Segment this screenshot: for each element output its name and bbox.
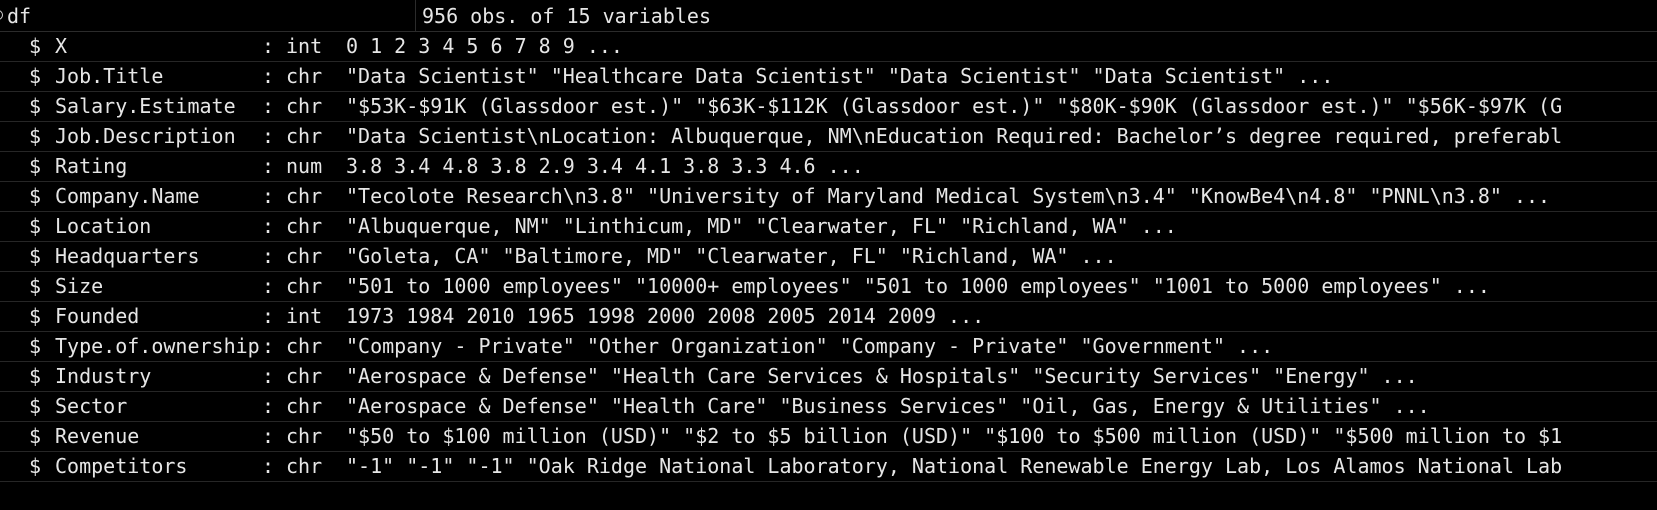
variable-name: Type.of.ownership [55, 334, 260, 358]
variable-row[interactable]: $ Size: chr "501 to 1000 employees" "10000+… [0, 272, 1657, 302]
variable-separator: : [262, 124, 275, 148]
variable-row[interactable]: $ Revenue: chr "$50 to $100 million (USD)" … [0, 422, 1657, 452]
variable-values: "Aerospace & Defense" "Health Care" "Bus… [346, 394, 1430, 418]
variable-row[interactable]: $ Industry: chr "Aerospace & Defense" "Heal… [0, 362, 1657, 392]
variable-name: Job.Description [55, 124, 236, 148]
variable-separator: : [262, 394, 275, 418]
variable-type: chr [286, 64, 323, 88]
variable-type: chr [286, 394, 323, 418]
variable-type: chr [286, 274, 323, 298]
variable-prefix: $ [29, 394, 42, 418]
collapse-toggle-icon[interactable] [0, 10, 3, 20]
variable-values: 1973 1984 2010 1965 1998 2000 2008 2005 … [346, 304, 985, 328]
variable-values: "Tecolote Research\n3.8" "University of … [346, 184, 1551, 208]
variable-values: "$53K-$91K (Glassdoor est.)" "$63K-$112K… [346, 94, 1563, 118]
variable-row[interactable]: $ Job.Description: chr "Data Scientist\nLoc… [0, 122, 1657, 152]
variable-prefix: $ [29, 184, 42, 208]
variable-values: "Aerospace & Defense" "Health Care Servi… [346, 364, 1418, 388]
variable-row[interactable]: $ Rating: num 3.8 3.4 4.8 3.8 2.9 3.4 4.1 3… [0, 152, 1657, 182]
variable-prefix: $ [29, 94, 42, 118]
variable-values: 3.8 3.4 4.8 3.8 2.9 3.4 4.1 3.8 3.3 4.6 … [346, 154, 864, 178]
variable-values: "501 to 1000 employees" "10000+ employee… [346, 274, 1490, 298]
variable-type: chr [286, 184, 323, 208]
variable-row[interactable]: $ Company.Name: chr "Tecolote Research\n3.8… [0, 182, 1657, 212]
variable-prefix: $ [29, 424, 42, 448]
variable-name: X [55, 34, 68, 58]
variable-type: chr [286, 454, 323, 478]
variable-values: "Data Scientist" "Healthcare Data Scient… [346, 64, 1334, 88]
variable-separator: : [262, 334, 275, 358]
variable-prefix: $ [29, 364, 42, 388]
variable-name: Location [55, 214, 152, 238]
variable-type: chr [286, 94, 323, 118]
variable-values: 0 1 2 3 4 5 6 7 8 9 ... [346, 34, 623, 58]
variable-prefix: $ [29, 244, 42, 268]
variable-type: chr [286, 364, 323, 388]
variable-row[interactable]: $ Job.Title: chr "Data Scientist" "Healthca… [0, 62, 1657, 92]
variable-type: chr [286, 244, 323, 268]
variable-name: Sector [55, 394, 128, 418]
variable-prefix: $ [29, 34, 42, 58]
variable-name: Founded [55, 304, 140, 328]
variable-type: chr [286, 424, 323, 448]
variable-values: "Goleta, CA" "Baltimore, MD" "Clearwater… [346, 244, 1117, 268]
variable-name: Salary.Estimate [55, 94, 236, 118]
variable-separator: : [262, 184, 275, 208]
variable-row[interactable]: $ Competitors: chr "-1" "-1" "-1" "Oak Ridg… [0, 452, 1657, 482]
variable-name: Company.Name [55, 184, 200, 208]
object-summary: 956 obs. of 15 variables [422, 4, 711, 28]
variable-separator: : [262, 34, 275, 58]
variable-row[interactable]: $ Salary.Estimate: chr "$53K-$91K (Glassdoo… [0, 92, 1657, 122]
variable-type: int [286, 34, 323, 58]
variable-row[interactable]: $ Headquarters: chr "Goleta, CA" "Baltimore… [0, 242, 1657, 272]
variable-prefix: $ [29, 154, 42, 178]
variable-prefix: $ [29, 454, 42, 478]
variable-prefix: $ [29, 334, 42, 358]
variable-type: chr [286, 124, 323, 148]
variable-name: Competitors [55, 454, 188, 478]
variable-type: int [286, 304, 323, 328]
variable-prefix: $ [29, 274, 42, 298]
variable-values: "Company - Private" "Other Organization"… [346, 334, 1274, 358]
variable-name: Size [55, 274, 104, 298]
variable-separator: : [262, 94, 275, 118]
variable-name: Job.Title [55, 64, 164, 88]
variable-separator: : [262, 364, 275, 388]
object-header-row[interactable]: df 956 obs. of 15 variables [0, 0, 1657, 32]
variable-type: chr [286, 334, 323, 358]
variable-row[interactable]: $ Location: chr "Albuquerque, NM" "Linthicu… [0, 212, 1657, 242]
variable-separator: : [262, 454, 275, 478]
variable-values: "-1" "-1" "-1" "Oak Ridge National Labor… [346, 454, 1563, 478]
variable-row[interactable]: $ Founded: int 1973 1984 2010 1965 1998 200… [0, 302, 1657, 332]
variable-separator: : [262, 64, 275, 88]
variable-prefix: $ [29, 214, 42, 238]
variable-row[interactable]: $ Type.of.ownership: chr "Company - Private… [0, 332, 1657, 362]
variable-name: Rating [55, 154, 128, 178]
column-divider [415, 0, 416, 32]
variable-type: chr [286, 214, 323, 238]
variable-values: "Albuquerque, NM" "Linthicum, MD" "Clear… [346, 214, 1177, 238]
variable-type: num [286, 154, 323, 178]
variable-separator: : [262, 214, 275, 238]
variable-name: Revenue [55, 424, 140, 448]
variable-row[interactable]: $ Sector: chr "Aerospace & Defense" "Health… [0, 392, 1657, 422]
variable-row[interactable]: $ X: int 0 1 2 3 4 5 6 7 8 9 ... [0, 32, 1657, 62]
variable-values: "$50 to $100 million (USD)" "$2 to $5 bi… [346, 424, 1563, 448]
variable-values: "Data Scientist\nLocation: Albuquerque, … [346, 124, 1563, 148]
variable-prefix: $ [29, 124, 42, 148]
object-name: df [7, 4, 32, 28]
variable-list: $ X: int 0 1 2 3 4 5 6 7 8 9 ... $ Job.Title:… [0, 32, 1657, 482]
variable-separator: : [262, 424, 275, 448]
variable-separator: : [262, 154, 275, 178]
variable-name: Headquarters [55, 244, 200, 268]
variable-separator: : [262, 244, 275, 268]
variable-prefix: $ [29, 304, 42, 328]
variable-prefix: $ [29, 64, 42, 88]
variable-separator: : [262, 304, 275, 328]
variable-separator: : [262, 274, 275, 298]
variable-name: Industry [55, 364, 152, 388]
